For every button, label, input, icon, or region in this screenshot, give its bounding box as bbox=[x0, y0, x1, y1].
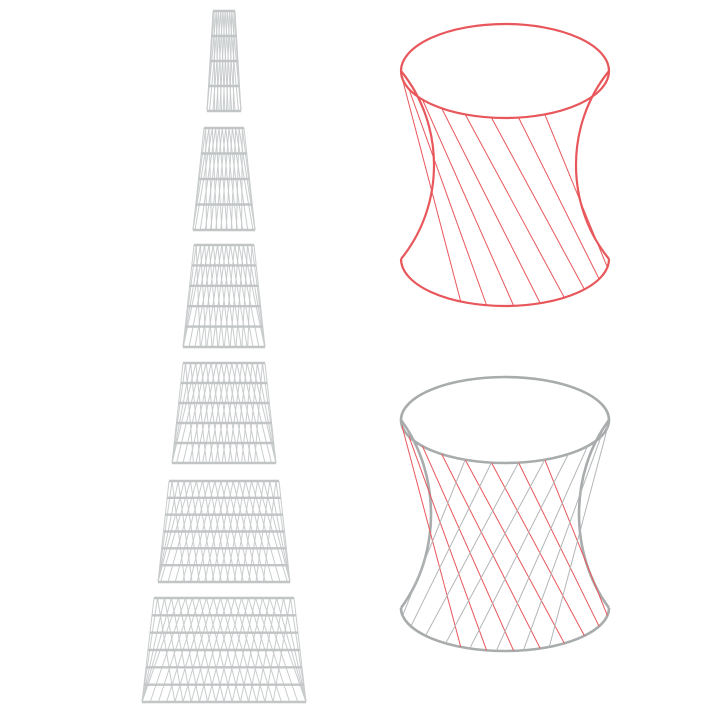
generator-line bbox=[401, 425, 462, 648]
generator-line bbox=[544, 459, 608, 616]
lattice-strut bbox=[208, 362, 228, 464]
generator-line bbox=[490, 462, 585, 636]
tower-section-6 bbox=[141, 596, 307, 704]
generator-line bbox=[464, 114, 565, 298]
lattice-strut bbox=[247, 362, 258, 464]
lattice-strut bbox=[189, 362, 212, 464]
lattice-strut bbox=[247, 244, 266, 348]
lattice-strut bbox=[241, 244, 249, 348]
lattice-strut bbox=[195, 244, 201, 348]
lattice-strut bbox=[202, 362, 222, 464]
lattice-strut bbox=[234, 362, 248, 464]
generator-line bbox=[522, 436, 602, 651]
generator-line bbox=[544, 114, 608, 268]
generator-line bbox=[410, 462, 492, 627]
profile-left bbox=[400, 70, 435, 260]
lattice-strut bbox=[215, 362, 233, 464]
generator-line bbox=[425, 462, 520, 636]
generator-line bbox=[518, 117, 600, 280]
lattice-strut bbox=[247, 244, 253, 348]
lattice-strut bbox=[235, 244, 244, 348]
lattice-strut bbox=[182, 244, 197, 348]
lattice-strut bbox=[231, 362, 253, 464]
lattice-strut bbox=[212, 244, 227, 348]
lattice-strut bbox=[241, 362, 266, 464]
lattice-strut bbox=[195, 362, 207, 464]
lattice-strut bbox=[217, 244, 231, 348]
hyperboloid-double-ruling bbox=[399, 375, 611, 653]
lattice-strut bbox=[206, 244, 223, 348]
tower-section-4 bbox=[171, 361, 277, 465]
generator-line bbox=[464, 459, 565, 644]
lattice-strut bbox=[254, 362, 263, 464]
lattice-strut bbox=[226, 362, 246, 464]
lattice-strut bbox=[185, 362, 194, 464]
lattice-strut bbox=[256, 362, 277, 464]
lattice-strut bbox=[194, 244, 214, 348]
generator-line bbox=[408, 436, 488, 651]
lattice-strut bbox=[200, 362, 214, 464]
generator-line bbox=[441, 453, 541, 649]
generator-line bbox=[422, 99, 515, 307]
generator-line bbox=[445, 459, 546, 644]
lattice-strut bbox=[210, 362, 227, 464]
generator-line bbox=[490, 117, 585, 290]
generator-line bbox=[401, 77, 462, 302]
lattice-strut bbox=[176, 362, 202, 464]
lattice-strut bbox=[223, 244, 236, 348]
lattice-strut bbox=[195, 362, 217, 464]
lattice-strut bbox=[171, 362, 187, 464]
lattice-strut bbox=[215, 362, 233, 464]
lattice-strut bbox=[182, 244, 201, 348]
hyperboloid-single-ruling bbox=[399, 22, 611, 308]
tower-section-2 bbox=[192, 126, 256, 232]
lattice-strut bbox=[188, 244, 210, 348]
tower-section-5 bbox=[157, 479, 291, 584]
lattice-strut bbox=[221, 362, 238, 464]
lattice-strut bbox=[246, 362, 272, 464]
lattice-strut bbox=[171, 362, 197, 464]
lattice-strut bbox=[261, 362, 277, 464]
top-ellipse bbox=[399, 375, 611, 465]
generator-line bbox=[441, 108, 541, 304]
generator-line bbox=[408, 88, 488, 306]
lattice-strut bbox=[229, 244, 240, 348]
generator-line bbox=[495, 445, 588, 652]
bottom-ellipse-front bbox=[399, 258, 611, 308]
lattice-strut bbox=[251, 244, 266, 348]
lattice-strut bbox=[182, 362, 207, 464]
lattice-strut bbox=[228, 362, 243, 464]
lattice-strut bbox=[171, 362, 192, 464]
lattice-strut bbox=[236, 362, 259, 464]
lattice-strut bbox=[200, 244, 219, 348]
lattice-strut bbox=[205, 362, 220, 464]
shukhov-tower-stack bbox=[141, 9, 307, 704]
tower-section-1 bbox=[206, 9, 242, 113]
top-ellipse bbox=[399, 22, 611, 120]
generator-line bbox=[548, 425, 609, 648]
generator-line bbox=[469, 453, 569, 649]
generator-line bbox=[422, 445, 515, 652]
generator-line bbox=[518, 462, 600, 627]
bottom-ellipse-front bbox=[399, 607, 611, 653]
generator-line bbox=[402, 459, 466, 616]
tower-section-3 bbox=[182, 243, 266, 349]
lattice-strut bbox=[182, 244, 206, 348]
lattice-strut bbox=[241, 362, 253, 464]
lattice-strut bbox=[220, 362, 240, 464]
